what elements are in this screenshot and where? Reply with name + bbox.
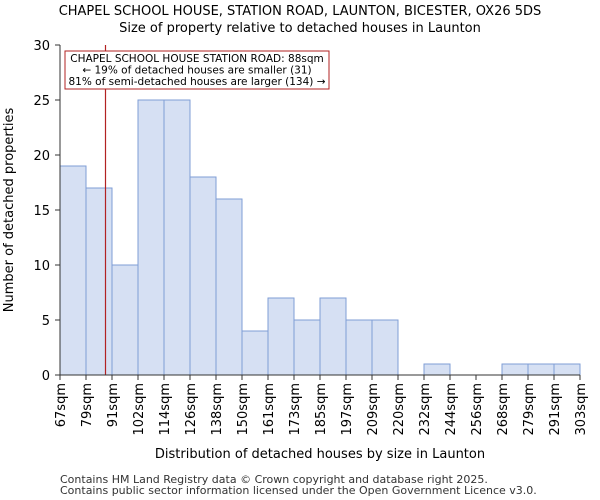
annotation-line-3: 81% of semi-detached houses are larger (… [69,76,326,88]
x-tick-label-303sqm: 303sqm [574,383,589,436]
y-tick-label-25: 25 [33,94,50,109]
bar-279sqm [527,363,555,376]
bar-173sqm [293,319,321,376]
y-tick-label-5: 5 [42,314,50,329]
bar-185sqm [319,297,347,376]
chart-title: CHAPEL SCHOOL HOUSE, STATION ROAD, LAUNT… [59,4,542,19]
annotation-box: CHAPEL SCHOOL HOUSE STATION ROAD: 88sqm←… [64,50,330,90]
bars-group [59,99,581,376]
y-tick-label-0: 0 [42,369,50,384]
x-tick-label-185sqm: 185sqm [314,383,329,436]
x-tick-label-67sqm: 67sqm [54,383,69,427]
x-axis-label: Distribution of detached houses by size … [155,447,485,462]
x-tick-label-173sqm: 173sqm [288,383,303,436]
annotation-line-1: CHAPEL SCHOOL HOUSE STATION ROAD: 88sqm [70,53,324,65]
x-tick-label-244sqm: 244sqm [444,383,459,436]
x-tick-label-150sqm: 150sqm [236,383,251,436]
bar-79sqm [85,187,113,376]
y-tick-label-15: 15 [33,204,50,219]
bar-232sqm [423,363,451,376]
bar-91sqm [111,264,139,376]
bar-161sqm [267,297,295,376]
bar-114sqm [163,99,191,376]
x-tick-label-279sqm: 279sqm [522,383,537,436]
x-tick-label-209sqm: 209sqm [366,383,381,436]
bar-102sqm [137,99,165,376]
x-tick-label-232sqm: 232sqm [418,383,433,436]
annotation-line-2: ← 19% of detached houses are smaller (31… [82,65,311,77]
axes: 0 5 10 15 20 25 30 67sqm 79sqm 91sqm 102sqm 114sqm 1… [33,39,589,436]
x-tick-label-126sqm: 126sqm [184,383,199,436]
bar-209sqm [371,319,399,376]
y-tick-label-20: 20 [33,149,50,164]
y-axis-label: Number of detached properties [2,108,17,313]
x-tick-label-197sqm: 197sqm [340,383,355,436]
bar-67sqm [59,165,87,376]
bar-126sqm [189,176,217,376]
bar-291sqm [553,363,581,376]
x-tick-label-114sqm: 114sqm [158,383,173,436]
x-tick-label-91sqm: 91sqm [106,383,121,427]
bar-268sqm [501,363,529,376]
chart-subtitle: Size of property relative to detached ho… [119,21,481,36]
bar-197sqm [345,319,373,376]
x-tick-label-138sqm: 138sqm [210,383,225,436]
bar-150sqm [241,330,269,376]
x-tick-label-256sqm: 256sqm [470,383,485,436]
footer-line-2: Contains public sector information licen… [60,484,537,497]
annotation-box-frame [64,50,330,90]
x-tick-label-161sqm: 161sqm [262,383,277,436]
y-tick-label-30: 30 [33,39,50,54]
footer-line-1: Contains HM Land Registry data © Crown c… [60,473,488,486]
x-tick-label-79sqm: 79sqm [80,383,95,427]
y-tick-label-10: 10 [33,259,50,274]
bar-138sqm [215,198,243,376]
x-tick-label-220sqm: 220sqm [392,383,407,436]
x-tick-label-291sqm: 291sqm [548,383,563,436]
x-tick-label-268sqm: 268sqm [496,383,511,436]
x-tick-label-102sqm: 102sqm [132,383,147,436]
